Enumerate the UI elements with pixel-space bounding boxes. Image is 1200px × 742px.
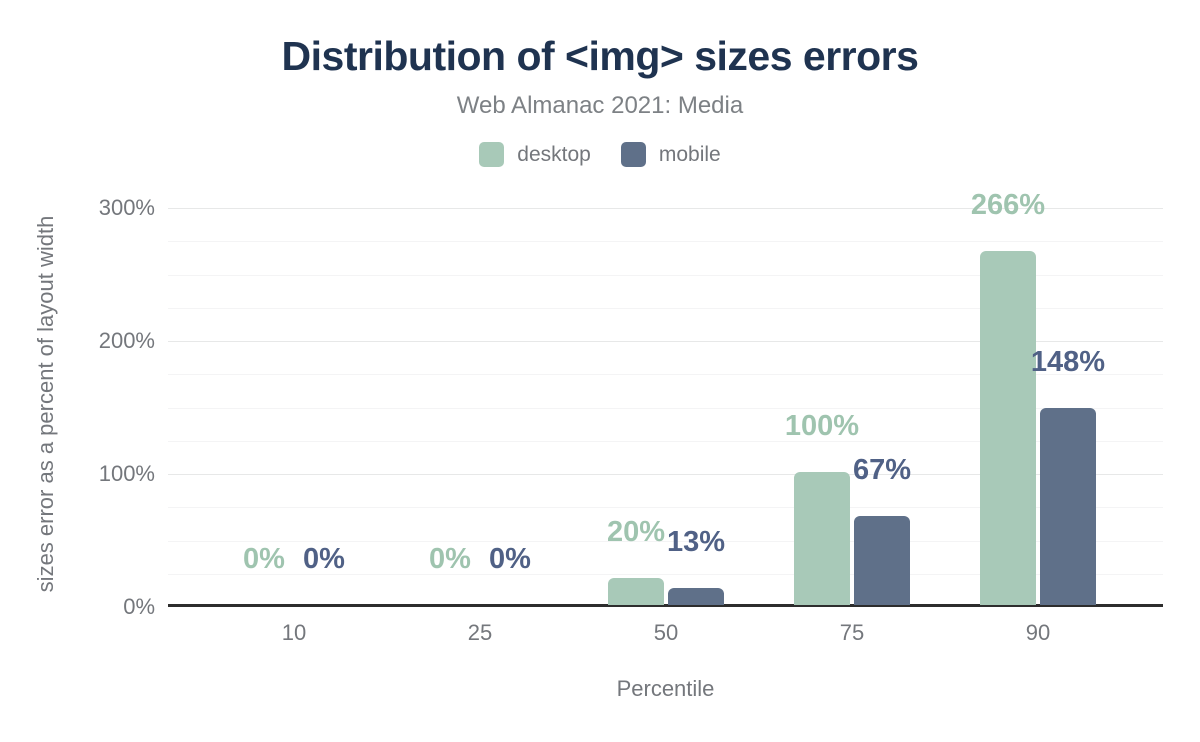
bar-mobile-p50[interactable] xyxy=(668,588,724,605)
x-tick-label: 75 xyxy=(839,620,865,645)
chart-title: Distribution of <img> sizes errors xyxy=(281,33,919,79)
x-tick-label: 90 xyxy=(1025,620,1051,645)
gridline-minor xyxy=(168,440,1163,442)
bar-mobile-p75[interactable] xyxy=(854,516,910,605)
gridline-minor xyxy=(168,407,1163,409)
bar-desktop-p90[interactable] xyxy=(980,251,1036,605)
x-axis-title: Percentile xyxy=(616,676,715,701)
gridline-minor xyxy=(168,374,1163,376)
legend-label-mobile: mobile xyxy=(658,142,721,166)
bar-value-label-desktop-p50: 20% xyxy=(606,516,666,548)
x-tick-label: 10 xyxy=(281,620,307,645)
legend-swatch-desktop xyxy=(479,142,505,167)
bar-value-label-desktop-p10: 0% xyxy=(243,543,285,575)
y-tick-label: 100% xyxy=(98,461,155,486)
legend-label-desktop: desktop xyxy=(517,142,591,166)
legend-item-mobile[interactable]: mobile xyxy=(620,142,721,167)
gridline-major xyxy=(168,208,1163,209)
gridline-minor xyxy=(168,540,1163,542)
gridline-major xyxy=(168,341,1163,342)
bar-mobile-p90[interactable] xyxy=(1040,408,1096,605)
gridline-minor xyxy=(168,507,1163,509)
y-tick-label: 200% xyxy=(98,328,155,353)
legend-swatch-mobile xyxy=(620,142,646,167)
bar-value-label-mobile-p75: 67% xyxy=(852,454,912,486)
chart-subtitle: Web Almanac 2021: Media xyxy=(456,92,744,119)
gridline-major xyxy=(168,474,1163,475)
bar-value-label-desktop-p90: 266% xyxy=(970,189,1046,221)
bar-value-label-mobile-p10: 0% xyxy=(303,543,345,575)
gridline-minor xyxy=(168,274,1163,276)
legend: desktop mobile xyxy=(0,142,1200,167)
y-tick-label: 300% xyxy=(98,195,155,220)
gridline-minor xyxy=(168,573,1163,575)
bar-value-label-mobile-p25: 0% xyxy=(489,543,531,575)
bar-value-label-mobile-p50: 13% xyxy=(666,526,726,558)
bar-value-label-mobile-p90: 148% xyxy=(1030,346,1106,378)
y-axis-title: sizes error as a percent of layout width xyxy=(33,215,58,593)
x-axis-line xyxy=(168,604,1163,607)
bar-desktop-p50[interactable] xyxy=(608,578,664,605)
y-tick-label: 0% xyxy=(123,594,155,619)
legend-item-desktop[interactable]: desktop xyxy=(479,142,591,167)
x-tick-label: 50 xyxy=(653,620,679,645)
bar-value-label-desktop-p25: 0% xyxy=(429,543,471,575)
bar-desktop-p75[interactable] xyxy=(794,472,850,605)
gridline-minor xyxy=(168,307,1163,309)
gridline-minor xyxy=(168,241,1163,243)
x-tick-label: 25 xyxy=(467,620,493,645)
bar-value-label-desktop-p75: 100% xyxy=(784,410,860,442)
plot-area: 0% 100% 200% 300% 10 25 50 75 90 0% 0% 20% 100% 266% 0… xyxy=(99,170,1163,645)
